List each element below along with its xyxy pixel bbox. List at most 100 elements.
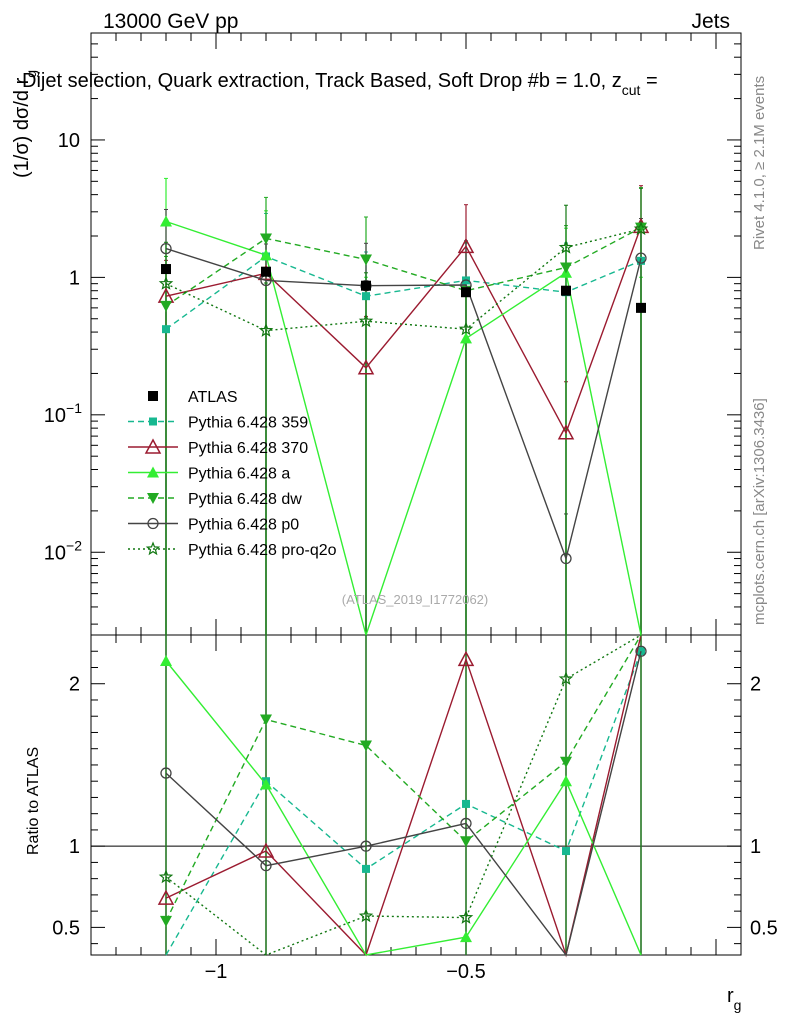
plot-subtitle-end: =: [640, 70, 657, 92]
series-line-0: [165, 255, 642, 330]
series-point: [160, 300, 172, 312]
ratio-point: [260, 778, 272, 790]
rivet-label: Rivet 4.1.0, ≥ 2.1M events: [751, 76, 768, 250]
series-line-5: [165, 228, 642, 332]
legend-label: Pythia 6.428 p0: [188, 517, 299, 534]
ratio-line-0: [165, 650, 642, 956]
ratio-point: [260, 714, 272, 726]
series-point: [460, 332, 472, 344]
ratio-point: [360, 740, 372, 752]
ratio-point: [358, 908, 374, 923]
jets-label: Jets: [691, 10, 730, 33]
series-point: [633, 221, 649, 236]
plot-subtitle: Dijet selection, Quark extraction, Track…: [22, 70, 658, 98]
ratio-point: [558, 671, 574, 686]
x-axis-label: rg: [727, 985, 741, 1013]
series-point: [635, 222, 647, 234]
series-point: [558, 239, 574, 254]
main-y-tick-label-base: 10: [44, 405, 66, 427]
legend-label: Pythia 6.428 359: [188, 415, 308, 432]
ratio-line-4: [165, 651, 642, 957]
atlas-data-points: [161, 264, 646, 313]
series-point: [162, 325, 170, 334]
legend-marker: [147, 517, 159, 530]
ratio-y-tick-label: 2: [69, 674, 80, 696]
series-line-4: [165, 247, 642, 561]
main-y-tick-label-base: 10: [58, 130, 80, 152]
main-y-tick-label: 10−2: [44, 537, 82, 564]
ratio-line-5: [165, 634, 642, 956]
legend-label: Pythia 6.428 a: [188, 466, 290, 483]
legend-marker: [144, 438, 162, 454]
series-point: [357, 359, 375, 375]
series-point: [358, 313, 374, 328]
ratio-point: [635, 645, 647, 657]
series-point: [360, 254, 372, 266]
series-point: [260, 249, 272, 261]
ratio-line-2: [165, 660, 642, 956]
main-y-tick-label: 1: [69, 267, 80, 289]
ratio-y-axis-label: Ratio to ATLAS: [25, 747, 42, 855]
main-series-layer: [157, 177, 650, 638]
main-y-tick-label: 10: [58, 130, 80, 152]
atlas-point: [161, 264, 171, 275]
x-axis-label-sub: g: [734, 997, 742, 1013]
legend-marker: [149, 417, 157, 426]
series-point: [635, 252, 647, 264]
ratio-point: [157, 889, 175, 905]
main-y-axis-label: (1/σ) dσ/d rg: [11, 70, 39, 178]
ratio-point: [360, 840, 372, 852]
ratio-point: [260, 860, 272, 872]
series-point: [458, 321, 474, 336]
main-y-axis-label-sub: g: [23, 70, 39, 78]
ratio-point: [562, 847, 570, 856]
ratio-plot-frame: [90, 634, 742, 956]
series-line-3: [165, 227, 642, 307]
x-tick-label: −1: [205, 961, 228, 983]
ratio-point: [460, 836, 472, 848]
ratio-point: [160, 654, 172, 666]
legend-marker: [147, 466, 159, 478]
ratio-point: [457, 650, 475, 667]
ratio-y-tick-label: 1: [69, 836, 80, 858]
ratio-point: [160, 767, 172, 779]
legend-label: Pythia 6.428 pro-q2o: [188, 542, 337, 559]
series-point: [158, 276, 174, 290]
ratio-point: [158, 869, 174, 884]
legend-label: Pythia 6.428 370: [188, 440, 308, 457]
legend-marker-atlas: [148, 391, 158, 401]
series-point: [160, 242, 172, 255]
legend-marker: [147, 493, 159, 504]
ratio-y-tick-label-right: 0.5: [750, 917, 778, 939]
main-y-tick-label-exp: −1: [66, 400, 82, 416]
series-point: [260, 233, 272, 245]
series-point: [557, 424, 575, 440]
ratio-point: [560, 775, 572, 787]
main-y-tick-label: 10−1: [44, 400, 82, 427]
series-point: [160, 215, 172, 227]
ratio-point: [560, 756, 572, 768]
series-point: [258, 322, 274, 337]
legend: ATLAS Pythia 6.428 359 Pythia 6.428 370 Pyt…: [128, 389, 337, 559]
series-line-1: [165, 226, 642, 435]
legend-marker: [145, 541, 161, 556]
series-point: [362, 292, 370, 301]
ratio-point: [458, 909, 474, 924]
plot-subtitle-main: Dijet selection, Quark extraction, Track…: [22, 70, 622, 92]
atlas-point: [361, 280, 371, 291]
analysis-watermark: (ATLAS_2019_I1772062): [342, 592, 488, 607]
ratio-y-tick-label-right: 1: [750, 836, 761, 858]
main-y-axis-label-text: (1/σ) dσ/d r: [11, 77, 33, 178]
ratio-y-tick-label-right: 2: [750, 674, 761, 696]
atlas-point: [461, 287, 471, 298]
legend-label: Pythia 6.428 dw: [188, 491, 302, 508]
atlas-point: [561, 285, 571, 296]
ratio-y-tick-label: 0.5: [52, 917, 80, 939]
ratio-point: [460, 817, 472, 830]
ratio-point: [257, 842, 275, 858]
x-axis-label-text: r: [727, 985, 734, 1007]
main-y-tick-label-base: 10: [44, 542, 66, 564]
plot-subtitle-sub: cut: [622, 82, 641, 98]
